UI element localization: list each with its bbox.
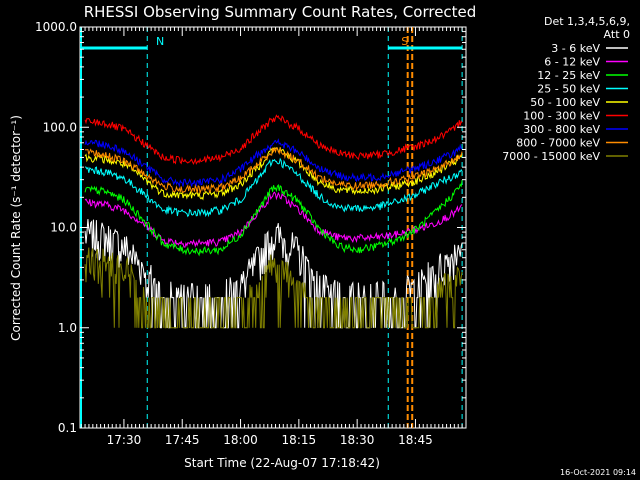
series-line-2 [84,191,463,248]
x-tick-label: 18:45 [398,433,433,447]
series-line-8 [84,146,463,195]
marker-label-N: N [156,35,164,48]
y-tick-label: 100.0 [43,120,77,134]
x-tick-label: 18:30 [340,433,375,447]
marker-label-S: S [401,35,408,48]
legend-title-line2: Att 0 [604,28,630,41]
series-line-6 [84,114,463,165]
x-axis-label: Start Time (22-Aug-07 17:18:42) [184,456,380,470]
y-tick-label: 10.0 [50,221,77,235]
series-line-4 [84,157,463,218]
legend-label-9: 7000 - 15000 keV [502,150,600,163]
legend-label-1: 3 - 6 keV [551,42,600,55]
series-group [84,114,463,329]
series-line-5 [84,147,463,201]
x-tick-label: 17:30 [107,433,142,447]
x-axis: 17:30 17:45 18:00 18:15 18:30 18:45 [80,27,463,447]
x-tick-label: 18:15 [282,433,317,447]
legend-label-7: 300 - 800 keV [523,123,600,136]
legend-label-8: 800 - 7000 keV [516,137,600,150]
legend-label-6: 100 - 300 keV [523,110,600,123]
series-line-9 [84,247,463,329]
y-tick-label: 0.1 [58,421,77,435]
series-line-3 [84,180,463,257]
series-line-7 [84,138,463,188]
legend-label-4: 25 - 50 keV [537,83,600,96]
legend-title-line1: Det 1,3,4,5,6,9, [544,15,630,28]
y-tick-label: 1000.0 [35,20,77,34]
chart-title: RHESSI Observing Summary Count Rates, Co… [84,3,477,21]
x-tick-label: 17:45 [165,433,200,447]
legend-label-3: 12 - 25 keV [537,69,600,82]
y-axis: 0.1 1.0 10.0 100.0 1000.0 [35,20,466,435]
y-tick-label: 1.0 [58,321,77,335]
x-tick-label: 18:00 [223,433,258,447]
render-timestamp: 16-Oct-2021 09:14 [560,468,636,477]
legend-label-2: 6 - 12 keV [544,56,600,69]
legend-label-5: 50 - 100 keV [530,96,600,109]
y-axis-label: Corrected Count Rate (s⁻¹ detector⁻¹) [9,115,23,341]
